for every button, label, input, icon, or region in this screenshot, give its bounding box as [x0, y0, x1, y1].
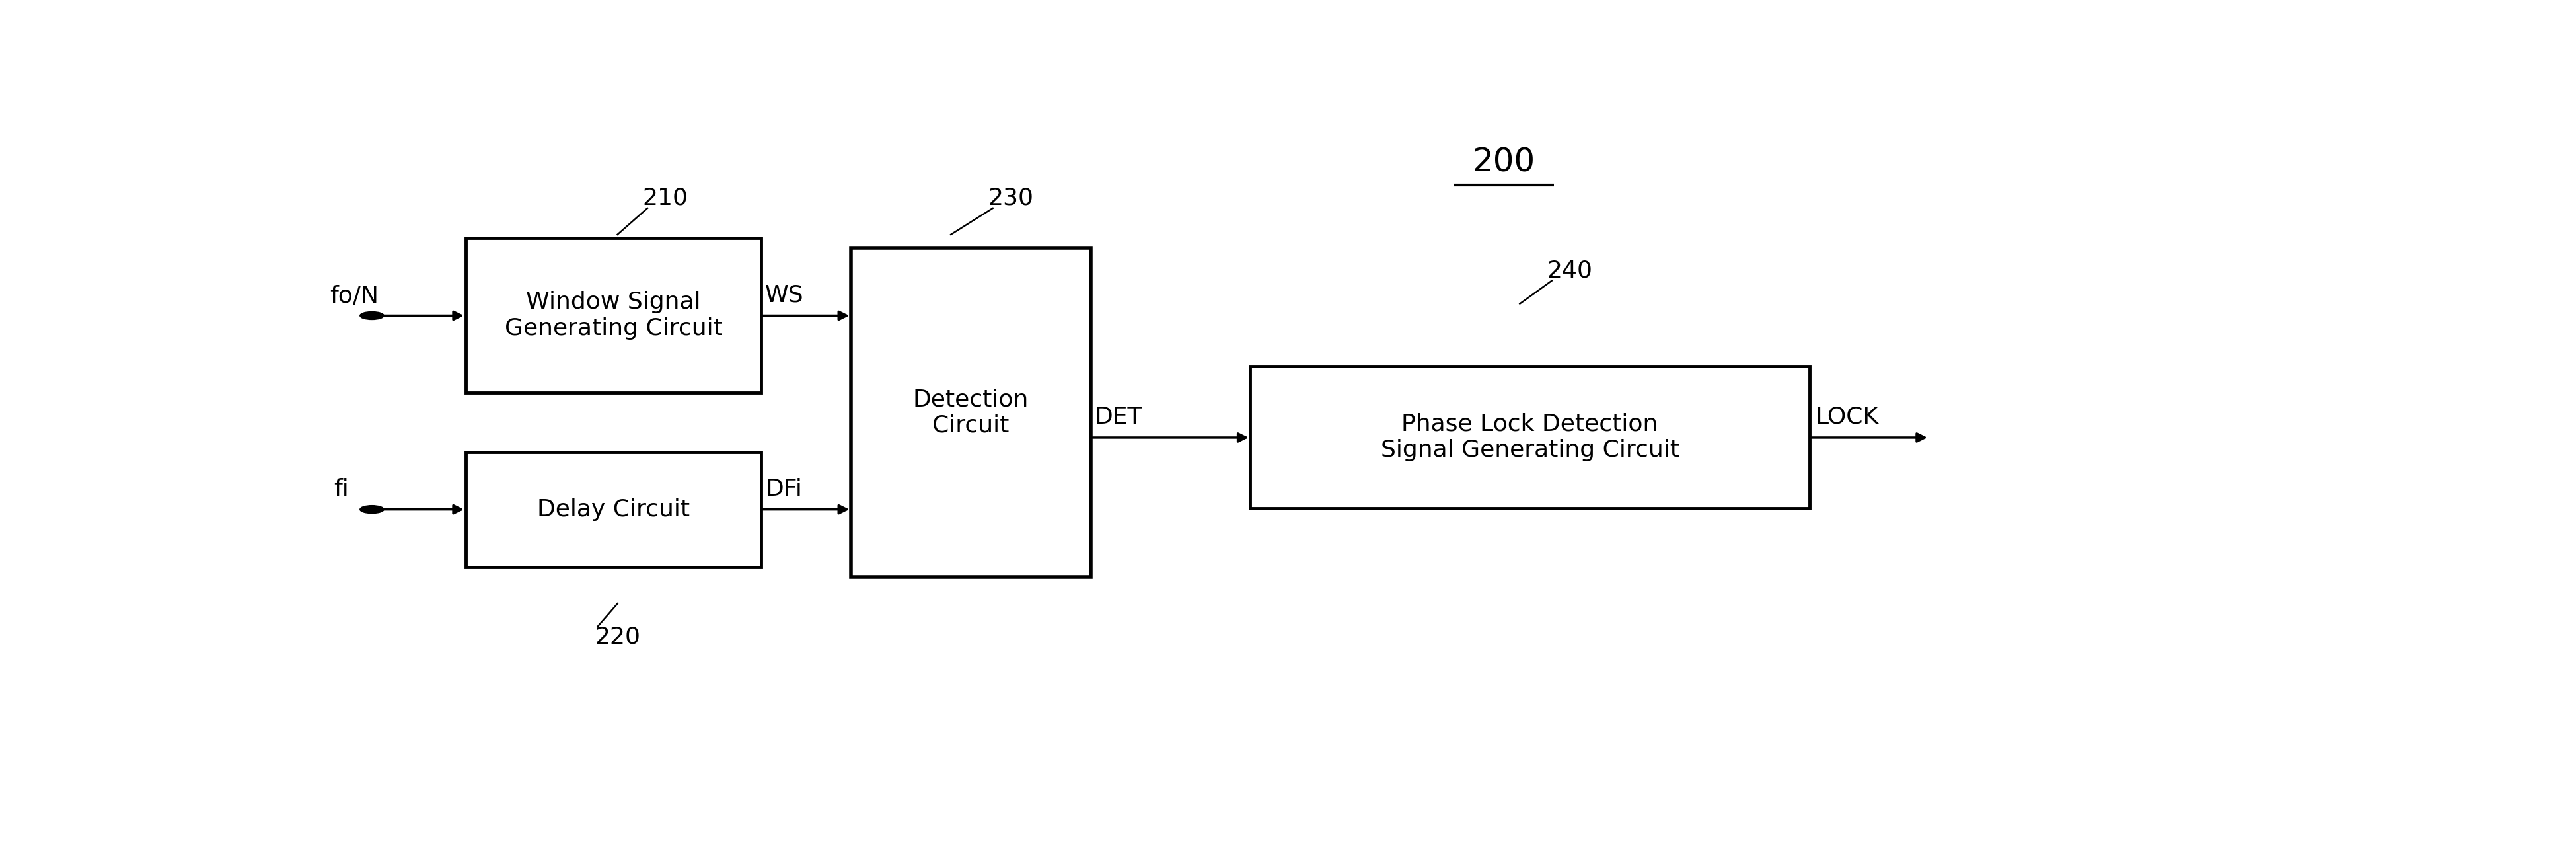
Text: 220: 220 [595, 626, 641, 648]
Text: WS: WS [765, 284, 804, 306]
Text: Delay Circuit: Delay Circuit [538, 498, 690, 521]
Text: 230: 230 [989, 187, 1033, 210]
Text: Window Signal
Generating Circuit: Window Signal Generating Circuit [505, 291, 721, 340]
Text: fi: fi [335, 478, 348, 500]
Text: Phase Lock Detection
Signal Generating Circuit: Phase Lock Detection Signal Generating C… [1381, 413, 1680, 461]
Text: DFi: DFi [765, 478, 801, 500]
Text: Detection
Circuit: Detection Circuit [912, 389, 1028, 437]
Text: fo/N: fo/N [330, 284, 379, 307]
Bar [466, 452, 760, 568]
Bar [1249, 366, 1808, 508]
Circle shape [361, 505, 384, 514]
Text: LOCK: LOCK [1816, 406, 1878, 428]
Text: DET: DET [1095, 406, 1144, 428]
Text: 210: 210 [641, 187, 688, 210]
Bar [850, 247, 1090, 577]
Bar [466, 238, 760, 393]
Text: 240: 240 [1548, 259, 1592, 282]
Text: 200: 200 [1473, 146, 1535, 178]
Circle shape [361, 312, 384, 319]
